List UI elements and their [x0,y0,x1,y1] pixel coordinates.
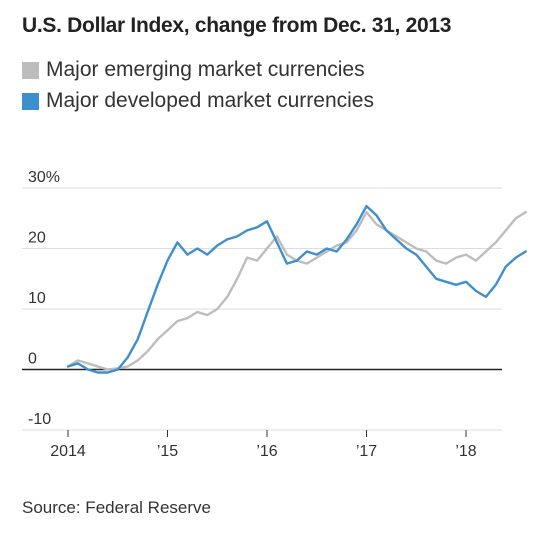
x-tick-label-2: ’16 [256,443,277,460]
series-line-emerging [66,210,527,371]
y-tick-label-1: 20 [28,230,46,247]
legend-item-emerging: Major emerging market currencies [22,58,365,82]
legend-label-developed: Major developed market currencies [46,89,374,112]
x-tick-label-0: 2014 [50,443,86,460]
source-note: Source: Federal Reserve [22,498,211,517]
x-tick-label-3: ’17 [356,443,377,460]
legend-swatch-emerging [22,61,39,79]
legend-swatch-developed [22,92,39,110]
legend-item-developed: Major developed market currencies [22,89,374,113]
y-tick-label-0: 30% [28,169,60,186]
x-tick-label-4: ’18 [455,443,476,460]
x-tick-label-1: ’15 [157,443,178,460]
legend-label-emerging: Major emerging market currencies [46,58,365,81]
y-tick-label-4: -10 [28,411,51,428]
y-tick-label-3: 0 [28,351,37,368]
y-tick-label-2: 10 [28,290,46,307]
chart-title: U.S. Dollar Index, change from Dec. 31, … [22,14,452,37]
series-line-developed [66,204,527,374]
